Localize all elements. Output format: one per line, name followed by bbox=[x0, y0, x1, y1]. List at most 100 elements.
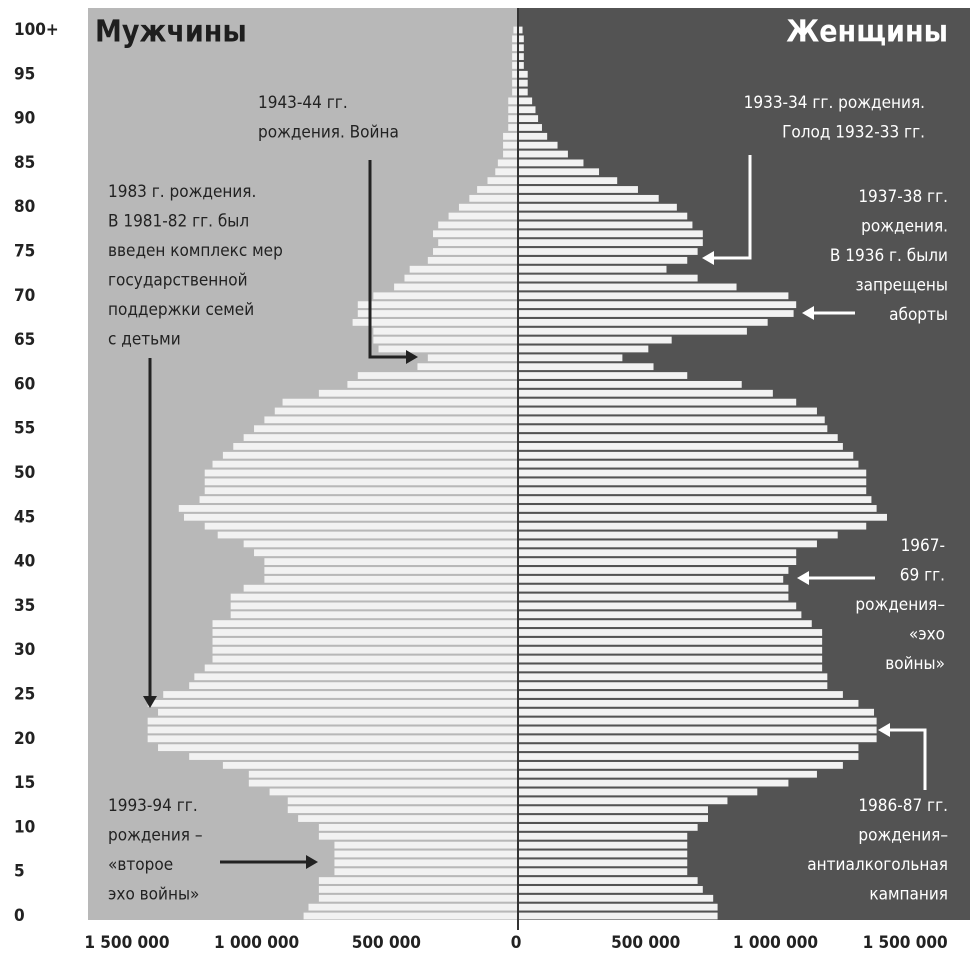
x-tick-label: 0 bbox=[511, 933, 522, 953]
bar bbox=[516, 256, 688, 264]
bar bbox=[516, 469, 867, 477]
y-tick-label: 45 bbox=[14, 507, 35, 527]
bar bbox=[516, 363, 654, 371]
bar bbox=[516, 407, 817, 415]
bar bbox=[516, 398, 797, 406]
bar bbox=[513, 26, 517, 34]
bar bbox=[298, 815, 517, 822]
bar bbox=[516, 558, 797, 565]
bar bbox=[318, 832, 517, 840]
bar bbox=[516, 327, 747, 335]
bar bbox=[357, 301, 517, 309]
annotation: государственной bbox=[108, 271, 248, 291]
bar bbox=[204, 478, 517, 486]
bar bbox=[516, 903, 718, 911]
bar bbox=[516, 434, 838, 441]
bar bbox=[516, 381, 742, 388]
x-tick-label: 1 000 000 bbox=[733, 933, 818, 953]
arrows bbox=[148, 155, 927, 864]
bar bbox=[516, 912, 718, 920]
bar bbox=[433, 248, 517, 255]
bar bbox=[318, 886, 517, 893]
annotation: эхо войны» bbox=[108, 885, 199, 905]
bar bbox=[189, 682, 517, 690]
bar bbox=[373, 292, 517, 300]
annotation: 1943-44 гг. bbox=[258, 93, 348, 113]
bar bbox=[427, 256, 517, 264]
bar bbox=[469, 194, 517, 202]
bar bbox=[347, 381, 517, 388]
bar bbox=[318, 389, 517, 397]
y-tick-label: 60 bbox=[14, 374, 35, 394]
bar bbox=[516, 97, 533, 105]
bar bbox=[516, 354, 623, 362]
bar bbox=[404, 274, 517, 282]
y-tick-label: 100+ bbox=[14, 20, 59, 40]
bar bbox=[373, 327, 517, 335]
bar bbox=[503, 132, 517, 140]
bar bbox=[264, 567, 517, 574]
bar bbox=[357, 372, 517, 379]
bar bbox=[264, 416, 517, 424]
bar bbox=[516, 815, 708, 822]
bar bbox=[516, 186, 638, 193]
y-tick-label: 10 bbox=[14, 817, 35, 837]
bar bbox=[516, 443, 843, 450]
bar bbox=[516, 159, 584, 167]
women-label: Женщины bbox=[786, 15, 948, 50]
bar bbox=[178, 505, 517, 512]
annotation: 1967- bbox=[901, 536, 945, 556]
y-tick-label: 15 bbox=[14, 773, 35, 793]
y-tick-label: 35 bbox=[14, 596, 35, 616]
bar bbox=[373, 336, 517, 344]
y-tick-label: 55 bbox=[14, 419, 35, 439]
bar bbox=[516, 283, 737, 291]
arrow-heads bbox=[143, 251, 890, 869]
bar bbox=[516, 540, 817, 548]
bar bbox=[318, 877, 517, 884]
bar bbox=[394, 283, 517, 291]
bar bbox=[516, 567, 789, 574]
bar bbox=[516, 177, 618, 185]
bar bbox=[508, 124, 517, 131]
bar bbox=[516, 708, 875, 716]
bar bbox=[516, 682, 828, 690]
bar bbox=[516, 832, 688, 840]
bar bbox=[516, 44, 524, 52]
bar bbox=[248, 779, 517, 787]
annotation: В 1981-82 гг. был bbox=[108, 212, 249, 232]
bar bbox=[495, 168, 517, 176]
bar bbox=[204, 487, 517, 495]
bar bbox=[516, 753, 859, 760]
bar bbox=[318, 894, 517, 902]
bar bbox=[516, 549, 797, 557]
bar bbox=[303, 912, 517, 920]
bar bbox=[254, 549, 517, 557]
bar bbox=[512, 88, 517, 96]
bar bbox=[512, 62, 517, 69]
annotation: 69 гг. bbox=[900, 566, 945, 586]
bar bbox=[318, 824, 517, 831]
annotation: войны» bbox=[885, 654, 945, 674]
bar bbox=[516, 824, 698, 831]
bar bbox=[212, 637, 517, 645]
bar bbox=[222, 761, 517, 769]
x-tick-label: 1 500 000 bbox=[863, 933, 948, 953]
bar bbox=[417, 363, 517, 371]
bar bbox=[448, 212, 517, 220]
bar bbox=[477, 186, 517, 193]
bar bbox=[212, 620, 517, 628]
bar bbox=[230, 611, 517, 619]
y-tick-label: 80 bbox=[14, 197, 35, 217]
bar bbox=[516, 593, 789, 601]
bar bbox=[516, 318, 768, 326]
bar bbox=[516, 726, 877, 734]
bar bbox=[516, 575, 784, 583]
bar bbox=[516, 646, 823, 654]
bar bbox=[516, 53, 524, 60]
bar bbox=[204, 664, 517, 672]
bar bbox=[516, 88, 528, 96]
bar bbox=[357, 310, 517, 317]
bar bbox=[516, 655, 823, 663]
